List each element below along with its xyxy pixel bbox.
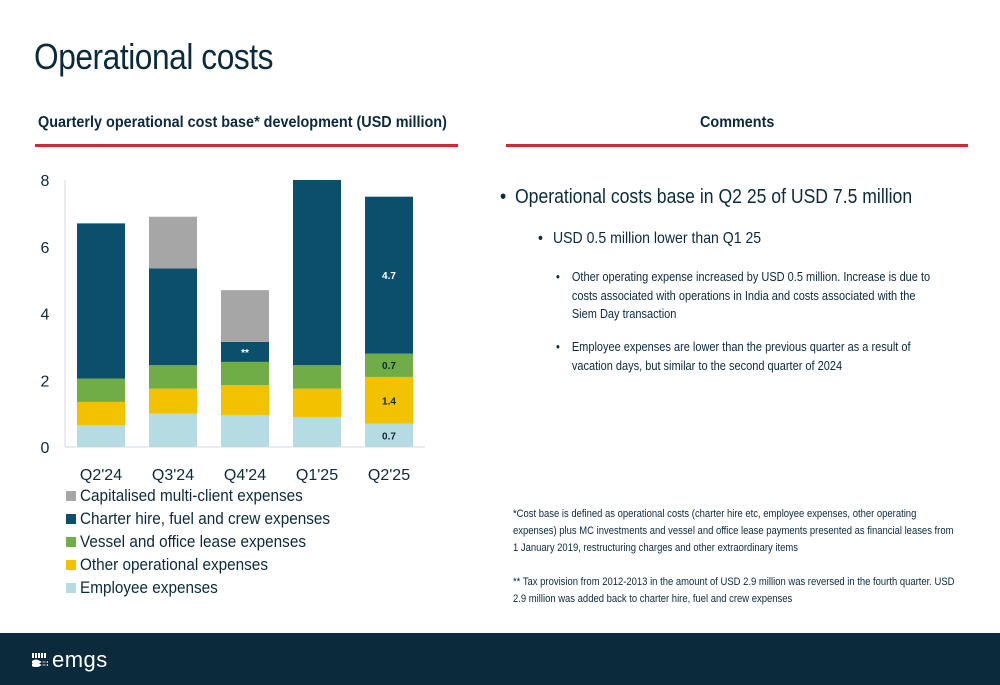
bar-segment	[365, 423, 413, 447]
bar-segment	[221, 361, 269, 386]
bar-segment	[149, 365, 197, 389]
legend-item-employee: Employee expenses	[66, 576, 358, 599]
x-tick-label: Q1'25	[296, 467, 338, 484]
page-title: Operational costs	[34, 36, 274, 77]
legend-item-other: Other operational expenses	[66, 553, 358, 576]
y-tick-label: 4	[41, 307, 50, 324]
comment-text: Employee expenses are lower than the pre…	[571, 340, 911, 373]
bar-segment	[221, 385, 269, 416]
legend-swatch	[66, 582, 76, 593]
comment-text: USD 0.5 million lower than Q1 25	[552, 230, 762, 247]
bar-segment	[77, 223, 125, 379]
legend-label: Employee expenses	[80, 577, 218, 597]
bar-segment	[149, 268, 197, 366]
comment-text: Operational costs base in Q2 25 of USD 7…	[514, 186, 913, 208]
emgs-logo-icon	[32, 653, 48, 667]
y-tick-label: 6	[41, 240, 50, 257]
legend-item-vessel: Vessel and office lease expenses	[66, 530, 358, 553]
bar-segment	[221, 341, 269, 362]
y-tick-label: 2	[41, 373, 50, 390]
legend-swatch	[66, 513, 76, 524]
legend-label: Other operational expenses	[80, 554, 268, 574]
stacked-bar-chart: 0 2 4 6 8 Q2'24 Q3'24 ** Q4'24 Q1'25 0.7 1.4 0.7 4.7 Q…	[41, 173, 425, 484]
y-tick-label: 0	[41, 440, 50, 457]
legend-swatch	[66, 559, 76, 570]
bar-segment	[293, 416, 341, 447]
bar-segment	[365, 376, 413, 424]
legend-label: Capitalised multi-client expenses	[80, 485, 303, 505]
x-tick-label: Q3'24	[152, 467, 194, 484]
comments-heading-rule	[506, 144, 968, 147]
footnote-cost-base: *Cost base is defined as operational cos…	[513, 508, 954, 554]
bar-segment	[149, 388, 197, 414]
legend-label: Charter hire, fuel and crew expenses	[80, 508, 331, 528]
bar-segment	[293, 388, 341, 417]
bar-segment	[221, 415, 269, 447]
data-label: **	[241, 348, 249, 359]
x-tick-label: Q2'25	[368, 467, 410, 484]
company-logo: emgs	[32, 647, 108, 673]
comment-level3-employee: • Employee expenses are lower than the p…	[556, 338, 943, 375]
y-tick-label: 8	[41, 173, 50, 190]
footnote-tax-provision: ** Tax provision from 2012-2013 in the a…	[513, 576, 955, 605]
legend-item-capitalised: Capitalised multi-client expenses	[66, 484, 358, 507]
bullet-icon: •	[538, 230, 543, 247]
bullet-icon: •	[556, 340, 560, 354]
bullet-icon: •	[556, 270, 560, 284]
legend-swatch	[66, 490, 76, 501]
data-label: 1.4	[382, 396, 396, 407]
bar-segment	[77, 401, 125, 426]
comment-text: Other operating expense increased by USD…	[571, 270, 931, 321]
bar-segment	[221, 290, 269, 342]
bar-segment	[293, 180, 341, 366]
footer-bar: emgs	[0, 633, 1000, 685]
comment-level3-other-opex: • Other operating expense increased by U…	[556, 268, 943, 324]
legend-swatch	[66, 536, 76, 547]
x-tick-label: Q2'24	[80, 467, 122, 484]
data-label: 4.7	[382, 271, 396, 282]
bar-segment	[77, 378, 125, 402]
x-tick-label: Q4'24	[224, 467, 266, 484]
chart-heading-rule	[35, 144, 458, 147]
bar-segment	[149, 216, 197, 269]
legend-item-charter: Charter hire, fuel and crew expenses	[66, 507, 358, 530]
footnotes: *Cost base is defined as operational cos…	[513, 506, 960, 608]
bar-segment	[365, 353, 413, 377]
bar-segment	[149, 413, 197, 447]
bullet-icon: •	[500, 186, 507, 208]
data-label: 0.7	[382, 431, 396, 442]
bar-segment	[77, 425, 125, 447]
logo-text: emgs	[52, 647, 108, 672]
comment-level1: • Operational costs base in Q2 25 of USD…	[500, 186, 912, 209]
data-label: 0.7	[382, 361, 396, 372]
comments-heading: Comments	[700, 114, 775, 131]
chart-heading: Quarterly operational cost base* develop…	[38, 114, 447, 131]
bar-segment	[365, 196, 413, 354]
legend-label: Vessel and office lease expenses	[80, 531, 306, 551]
bar-segment	[293, 365, 341, 389]
comment-level2: • USD 0.5 million lower than Q1 25	[538, 230, 761, 248]
chart-legend: Capitalised multi-client expenses Charte…	[66, 484, 358, 599]
